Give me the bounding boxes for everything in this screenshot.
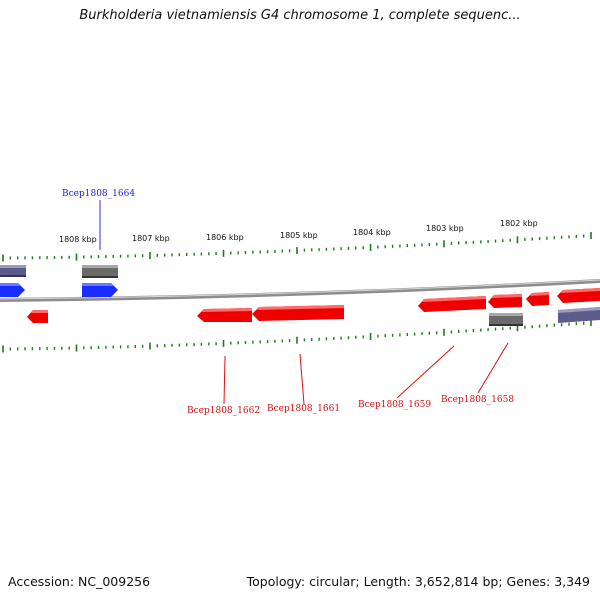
leader-line-1658 xyxy=(477,342,509,394)
gene-label-bcep1808-1662[interactable]: Bcep1808_1662 xyxy=(187,406,260,416)
gene-reverse-edge-right[interactable] xyxy=(557,288,600,303)
gene-reverse-small-left[interactable] xyxy=(27,310,48,323)
scale-label-1802: 1802 kbp xyxy=(500,219,538,228)
accession-info: Accession: NC_009256 xyxy=(8,574,151,589)
scale-label-1803: 1803 kbp xyxy=(426,224,464,233)
gene-label-bcep1808-1661[interactable]: Bcep1808_1661 xyxy=(267,404,340,414)
gene-bcep1808-1664[interactable] xyxy=(82,283,118,297)
feature-other-left[interactable] xyxy=(0,265,26,277)
gene-bcep1808-1658[interactable] xyxy=(488,294,522,308)
feature-pseudo-1658-region[interactable] xyxy=(489,313,523,326)
gene-label-bcep1808-1658[interactable]: Bcep1808_1658 xyxy=(441,395,514,405)
chromosome-backbone xyxy=(0,279,600,302)
gene-bcep1808-1661[interactable] xyxy=(252,305,344,321)
feature-pseudo-1664-region[interactable] xyxy=(82,265,118,278)
scale-label-1806: 1806 kbp xyxy=(206,233,244,242)
gene-label-bcep1808-1664[interactable]: Bcep1808_1664 xyxy=(62,189,135,199)
genome-summary: Topology: circular; Length: 3,652,814 bp… xyxy=(246,574,590,589)
scale-label-1807: 1807 kbp xyxy=(132,234,170,243)
gene-reverse-small-right[interactable] xyxy=(526,292,549,306)
scale-label-1805: 1805 kbp xyxy=(280,231,318,240)
chromosome-backbone-highlight xyxy=(0,279,600,300)
gene-bcep1808-1662[interactable] xyxy=(197,308,252,322)
map-title: Burkholderia vietnamiensis G4 chromosome… xyxy=(79,8,521,23)
gene-forward-left[interactable] xyxy=(0,283,25,297)
scale-ticks-lower xyxy=(2,319,592,353)
gene-bcep1808-1659[interactable] xyxy=(418,296,486,312)
scale-ticks-upper xyxy=(2,232,592,262)
leader-line-1662 xyxy=(223,355,226,405)
leader-line-1661 xyxy=(299,353,305,405)
gene-label-bcep1808-1659[interactable]: Bcep1808_1659 xyxy=(358,400,431,410)
leader-line-1659 xyxy=(396,345,455,399)
feature-other-right[interactable] xyxy=(558,307,600,323)
scale-label-1804: 1804 kbp xyxy=(353,228,391,237)
scale-label-1808: 1808 kbp xyxy=(59,235,97,244)
